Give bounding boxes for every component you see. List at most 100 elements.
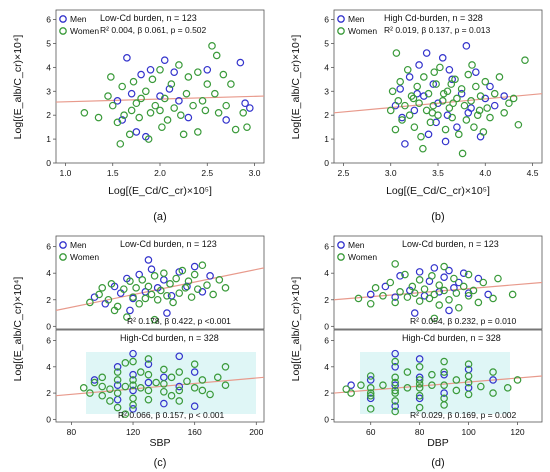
data-point-women bbox=[464, 390, 473, 399]
legend-men-marker bbox=[59, 241, 67, 249]
data-point-men bbox=[241, 99, 249, 108]
data-point-women bbox=[521, 56, 529, 65]
data-point-women bbox=[127, 106, 136, 115]
data-point-women bbox=[167, 391, 176, 400]
data-point-women bbox=[144, 282, 153, 291]
data-point-women bbox=[151, 101, 160, 110]
y-tick-label: 4 bbox=[324, 62, 329, 72]
data-point-women bbox=[175, 386, 184, 395]
data-point-men bbox=[440, 370, 448, 379]
data-point-women bbox=[450, 274, 458, 283]
panel-b-ylabel: Log[(E_alb/C_cr)×10⁴] bbox=[290, 35, 302, 140]
data-point-women bbox=[403, 293, 412, 301]
data-point-women bbox=[459, 282, 468, 291]
panel-d-ylabel: Log[(E_alb/C_cr)×10⁴] bbox=[290, 277, 302, 382]
data-point-women bbox=[141, 294, 150, 303]
y-tick-label: 6 bbox=[46, 242, 51, 252]
data-point-women bbox=[486, 113, 494, 122]
data-point-men bbox=[146, 65, 155, 74]
data-point-women bbox=[432, 80, 440, 88]
panel-d-bottom-ticks: 0 2 4 6 60 80 100 120 bbox=[324, 336, 525, 437]
x-tick-label: 80 bbox=[67, 427, 77, 437]
data-point-women bbox=[169, 298, 177, 307]
data-point-women bbox=[429, 101, 438, 110]
data-point-women bbox=[415, 380, 424, 388]
data-point-women bbox=[366, 389, 375, 397]
panel-d: 0 2 4 6 0 2 4 6 60 80 100 120 Low-Cd burden, n = 1… bbox=[290, 235, 543, 469]
data-point-women bbox=[221, 284, 230, 292]
data-point-women bbox=[464, 360, 473, 368]
y-tick-label: 4 bbox=[46, 268, 51, 278]
data-point-women bbox=[386, 278, 395, 287]
data-point-women bbox=[366, 299, 375, 308]
data-point-women bbox=[175, 368, 184, 376]
data-point-men bbox=[184, 113, 193, 122]
data-point-women bbox=[137, 94, 145, 103]
data-point-women bbox=[166, 280, 174, 288]
data-point-men bbox=[448, 75, 456, 84]
data-point-men bbox=[440, 389, 448, 397]
panel-b-xlabel: Log[(E_Cd/C_cr)×10⁵] bbox=[386, 185, 490, 197]
data-point-men bbox=[236, 58, 245, 67]
data-point-women bbox=[156, 286, 165, 295]
legend-men-label: Men bbox=[348, 240, 365, 250]
data-point-men bbox=[453, 123, 461, 131]
panel-c-bottom-ticks: 0 2 4 6 80 120 160 200 bbox=[46, 336, 263, 437]
data-point-women bbox=[440, 381, 448, 390]
y-tick-label: 2 bbox=[324, 295, 329, 305]
data-point-women bbox=[477, 382, 485, 391]
legend-women-label: Women bbox=[348, 252, 377, 262]
panel-b-stats: R² 0.019, β 0.137, p = 0.013 bbox=[384, 25, 491, 35]
data-point-women bbox=[401, 101, 409, 110]
data-point-women bbox=[175, 61, 183, 69]
data-point-women bbox=[208, 42, 216, 50]
data-point-women bbox=[410, 289, 419, 297]
data-point-women bbox=[508, 290, 517, 299]
data-point-women bbox=[452, 386, 461, 395]
legend-women-marker bbox=[59, 253, 67, 261]
panel-d-bottom-band bbox=[360, 352, 510, 414]
data-point-women bbox=[464, 270, 473, 279]
data-point-women bbox=[190, 270, 199, 279]
data-point-women bbox=[474, 298, 483, 307]
data-point-women bbox=[160, 269, 168, 278]
data-point-men bbox=[464, 108, 473, 117]
data-point-women bbox=[206, 390, 214, 399]
data-point-women bbox=[439, 89, 448, 98]
data-point-women bbox=[430, 68, 439, 76]
panel-c-top-stats: R² 0.178, β 0.422, p <0.001 bbox=[127, 316, 231, 326]
data-point-women bbox=[125, 130, 134, 139]
data-point-men bbox=[175, 352, 184, 361]
data-point-women bbox=[440, 286, 448, 295]
data-point-women bbox=[391, 298, 399, 307]
data-point-men bbox=[500, 92, 508, 100]
data-point-women bbox=[419, 144, 427, 153]
data-point-women bbox=[392, 49, 401, 57]
data-point-women bbox=[428, 108, 437, 117]
data-point-women bbox=[415, 276, 424, 284]
data-point-women bbox=[489, 294, 497, 303]
data-point-men bbox=[206, 272, 214, 280]
data-point-men bbox=[137, 70, 145, 79]
data-point-women bbox=[181, 284, 190, 292]
data-point-men bbox=[129, 386, 137, 395]
legend-men-label: Men bbox=[70, 14, 87, 24]
y-tick-label: 2 bbox=[46, 110, 51, 120]
data-point-women bbox=[409, 94, 418, 103]
data-point-women bbox=[357, 381, 365, 390]
data-point-women bbox=[116, 140, 125, 148]
panel-a-points bbox=[80, 42, 254, 148]
data-point-women bbox=[513, 376, 522, 384]
data-point-women bbox=[462, 116, 471, 124]
data-point-women bbox=[460, 101, 469, 110]
data-point-women bbox=[514, 120, 523, 129]
data-point-women bbox=[227, 80, 235, 88]
data-point-men bbox=[132, 128, 141, 136]
data-point-women bbox=[129, 77, 138, 86]
data-point-women bbox=[448, 113, 456, 122]
data-point-men bbox=[445, 306, 453, 315]
data-point-women bbox=[472, 82, 480, 91]
x-tick-label: 3.5 bbox=[432, 168, 444, 178]
data-point-women bbox=[108, 101, 117, 110]
data-point-women bbox=[366, 405, 375, 413]
